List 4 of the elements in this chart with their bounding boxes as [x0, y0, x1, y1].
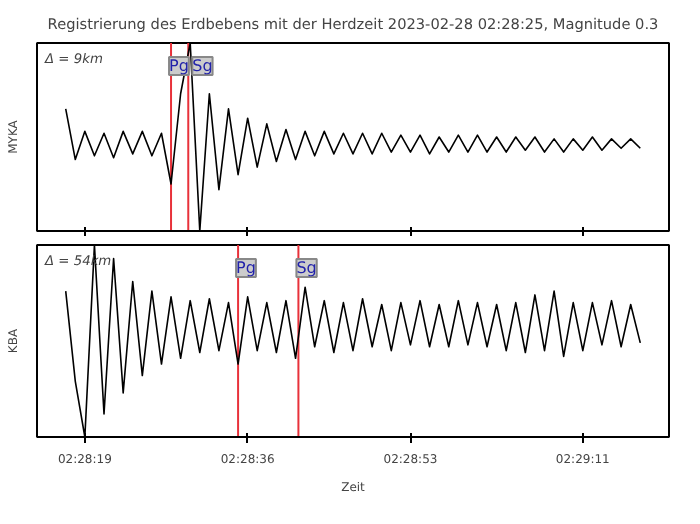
ref-line-label: Sg: [192, 57, 213, 75]
ref-line-label: Pg: [236, 259, 256, 277]
ref-line-label: Pg: [169, 57, 189, 75]
ref-line-label: Sg: [296, 259, 317, 277]
